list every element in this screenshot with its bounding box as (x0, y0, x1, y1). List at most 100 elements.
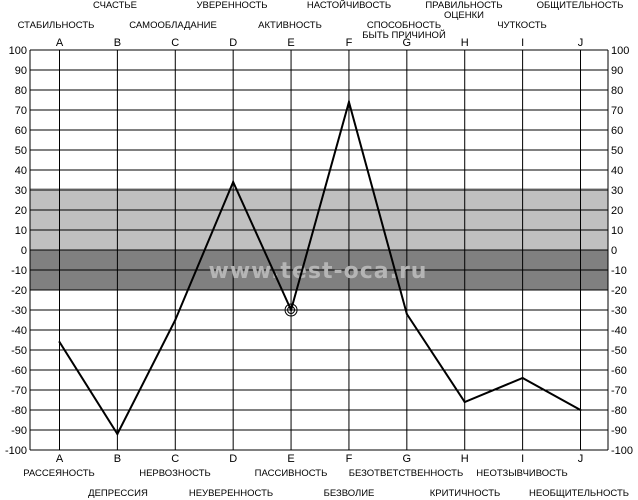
data-point (463, 401, 466, 403)
y-tick-label: 0 (611, 245, 617, 257)
trait-label-line: СТАБИЛЬНОСТЬ (18, 20, 95, 31)
category-letter: H (461, 453, 469, 465)
y-tick-label: 20 (15, 205, 27, 217)
category-letter: D (229, 37, 237, 49)
trait-label-line: ЧУТКОСТЬ (497, 20, 547, 31)
trait-label-line: БЫТЬ ПРИЧИНОЙ (362, 29, 446, 41)
band-0 (30, 188, 608, 250)
y-tick-label: 90 (15, 65, 27, 77)
y-tick-label: 50 (15, 145, 27, 157)
y-tick-label: -10 (611, 265, 627, 277)
y-tick-label: -90 (11, 425, 27, 437)
y-tick-label: -100 (611, 445, 633, 457)
trait-label-bottom: БЕЗОТВЕТСТВЕННОСТЬ (349, 468, 463, 479)
trait-label-top: САМООБЛАДАНИЕ (129, 20, 217, 31)
data-point (174, 319, 177, 321)
watermark: www.test-oca.ru (209, 259, 428, 284)
category-letter: D (229, 453, 237, 465)
trait-labels-bottom: РАССЕЯНОСТЬ ДЕПРЕССИЯ НЕРВОЗНОСТЬ НЕУВЕРЕНН… (23, 468, 629, 499)
trait-label-line: СЧАСТЬЕ (93, 0, 137, 11)
data-point (232, 181, 235, 183)
trait-label-line: АКТИВНОСТЬ (258, 20, 322, 31)
category-letter: H (461, 37, 469, 49)
category-letter: B (114, 37, 121, 49)
category-letter: G (403, 453, 412, 465)
y-tick-label: -50 (611, 345, 627, 357)
y-tick-label: 80 (15, 85, 27, 97)
chart-grid (29, 49, 609, 451)
trait-label-bottom: БЕЗВОЛИЕ (324, 488, 375, 499)
y-tick-label: -80 (11, 405, 27, 417)
trait-label-top: ПРАВИЛЬНОСТЬ ОЦЕНКИ (425, 0, 502, 21)
y-tick-label: -70 (611, 385, 627, 397)
trait-labels-top: СТАБИЛЬНОСТЬ СЧАСТЬЕ САМООБЛАДАНИЕ УВЕРЕННО… (18, 0, 624, 41)
y-tick-label: 80 (611, 85, 623, 97)
trait-label-top: ОБЩИТЕЛЬНОСТЬ (537, 0, 624, 11)
trait-label-line: ПРАВИЛЬНОСТЬ (425, 0, 502, 11)
highlight-marker-inner (287, 306, 296, 314)
y-tick-label: 30 (15, 185, 27, 197)
y-tick-label: 50 (611, 145, 623, 157)
y-tick-label: 100 (9, 45, 27, 57)
trait-label-bottom: НЕУВЕРЕННОСТЬ (189, 488, 273, 499)
data-point (290, 309, 293, 311)
y-tick-label: -20 (611, 285, 627, 297)
trait-label-top: ЧУТКОСТЬ (497, 20, 547, 31)
y-tick-label: -50 (11, 345, 27, 357)
y-tick-label: -90 (611, 425, 627, 437)
y-tick-label: -40 (11, 325, 27, 337)
y-tick-label: 30 (611, 185, 623, 197)
trait-label-line: ОЦЕНКИ (444, 10, 484, 21)
trait-label-bottom: РАССЕЯНОСТЬ (23, 468, 95, 479)
data-point (58, 341, 61, 343)
highlight-marker-outer (284, 303, 298, 317)
trait-label-line: САМООБЛАДАНИЕ (129, 20, 217, 31)
trait-label-bottom: НЕРВОЗНОСТЬ (139, 468, 211, 479)
y-tick-label: 90 (611, 65, 623, 77)
category-letter: F (346, 453, 353, 465)
y-tick-labels-right: 1009080706050403020100-10-20-30-40-50-60… (611, 45, 633, 457)
category-letter: A (56, 453, 64, 465)
trait-label-bottom: ДЕПРЕССИЯ (88, 488, 148, 499)
trait-label-top: СТАБИЛЬНОСТЬ (18, 20, 95, 31)
y-tick-label: 60 (15, 125, 27, 137)
trait-label-top: УВЕРЕННОСТЬ (196, 0, 267, 11)
y-tick-label: 40 (611, 165, 623, 177)
trait-label-bottom: НЕОБЩИТЕЛЬНОСТЬ (529, 488, 629, 499)
y-tick-label: 100 (611, 45, 629, 57)
trait-label-top: СЧАСТЬЕ (93, 0, 137, 11)
category-letter: A (56, 37, 64, 49)
y-tick-label: -80 (611, 405, 627, 417)
y-tick-labels-left: 1009080706050403020100-10-20-30-40-50-60… (5, 45, 27, 457)
series-line (58, 98, 581, 437)
trait-label-top: СПОСОБНОСТЬ БЫТЬ ПРИЧИНОЙ (362, 20, 446, 41)
category-letter: E (287, 453, 294, 465)
category-letter: I (521, 37, 524, 49)
y-tick-label: 10 (15, 225, 27, 237)
data-point (347, 101, 350, 103)
y-tick-label: 0 (21, 245, 27, 257)
trait-label-line: УВЕРЕННОСТЬ (196, 0, 267, 11)
y-tick-label: 60 (611, 125, 623, 137)
trait-label-top: НАСТОЙЧИВОСТЬ (307, 0, 391, 11)
data-point (116, 433, 119, 435)
y-tick-label: -30 (611, 305, 627, 317)
trait-label-line: ОБЩИТЕЛЬНОСТЬ (537, 0, 624, 11)
category-letters-top: A B C D E F G H I J (56, 37, 583, 49)
category-letter: G (403, 37, 412, 49)
trait-label-line: СПОСОБНОСТЬ (367, 20, 441, 31)
trait-label-top: АКТИВНОСТЬ (258, 20, 322, 31)
category-letter: J (578, 453, 584, 465)
data-point (579, 409, 582, 411)
category-letter: C (171, 37, 179, 49)
category-letter: J (578, 37, 584, 49)
y-tick-label: 70 (15, 105, 27, 117)
y-tick-label: -60 (611, 365, 627, 377)
trait-label-bottom: НЕОТЗЫВЧИВОСТЬ (476, 468, 568, 479)
y-tick-label: 70 (611, 105, 623, 117)
category-letter: I (521, 453, 524, 465)
category-letter: C (171, 453, 179, 465)
trait-label-line: НАСТОЙЧИВОСТЬ (307, 0, 391, 11)
y-tick-label: -70 (11, 385, 27, 397)
